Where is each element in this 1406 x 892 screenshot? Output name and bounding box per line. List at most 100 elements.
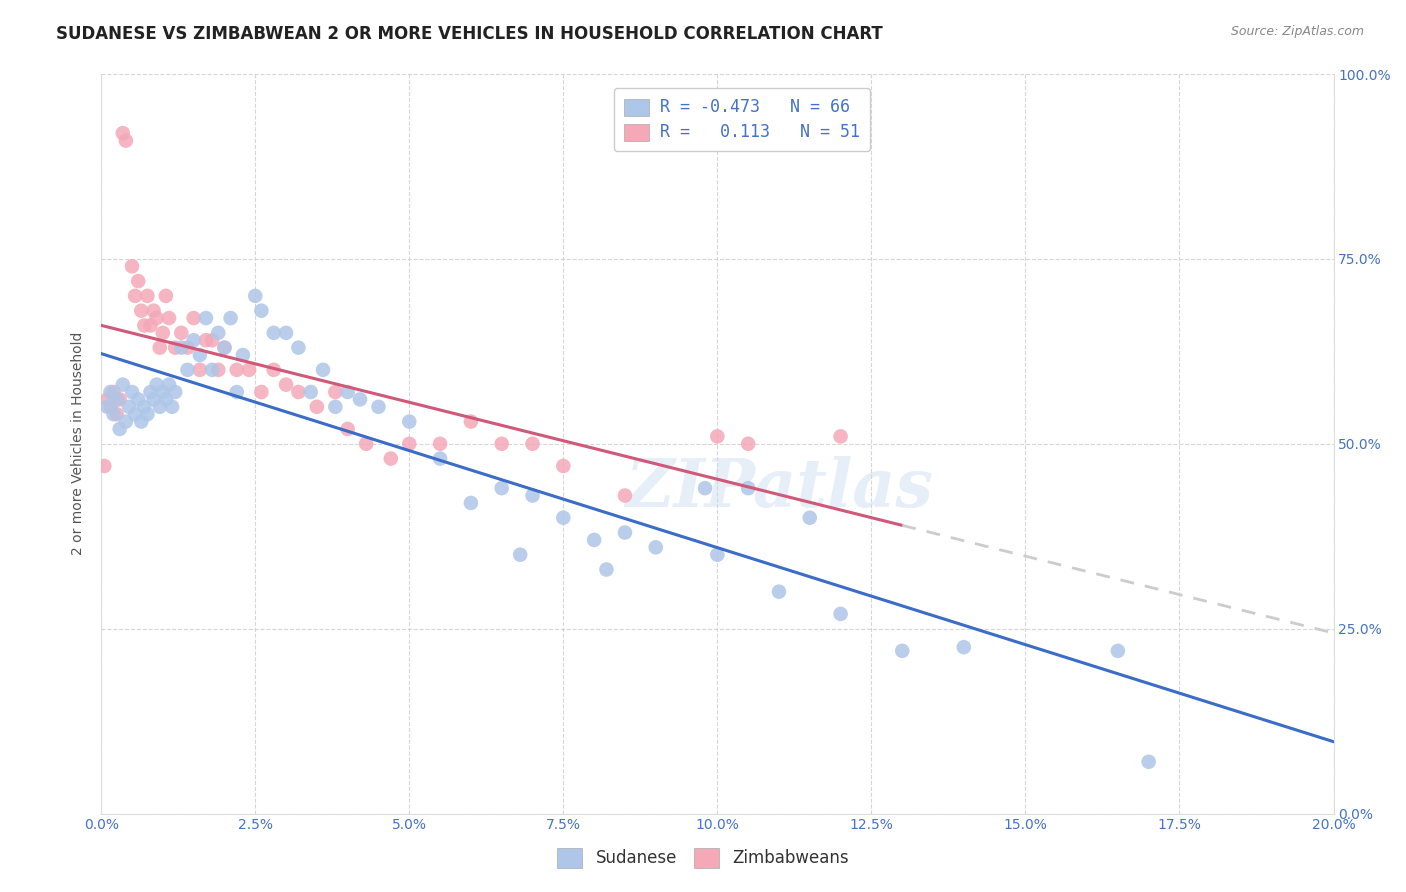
Point xyxy=(136,289,159,303)
Point xyxy=(214,341,236,355)
Point xyxy=(96,400,118,414)
Point xyxy=(165,384,187,399)
Point xyxy=(274,377,297,392)
Point xyxy=(613,489,636,503)
Point xyxy=(325,384,347,399)
Point xyxy=(953,640,976,655)
Point xyxy=(142,303,165,318)
Point xyxy=(336,384,359,399)
Point xyxy=(429,451,451,466)
Point xyxy=(129,415,152,429)
Point xyxy=(93,458,115,473)
Point xyxy=(274,326,297,340)
Point xyxy=(287,384,309,399)
Point xyxy=(124,407,146,421)
Point xyxy=(176,341,198,355)
Point xyxy=(155,289,177,303)
Point xyxy=(124,289,146,303)
Point xyxy=(1107,644,1129,658)
Point xyxy=(145,311,167,326)
Point xyxy=(127,274,149,288)
Point xyxy=(170,326,193,340)
Point xyxy=(263,363,285,377)
Point xyxy=(194,333,217,347)
Point xyxy=(305,400,328,414)
Point xyxy=(891,644,914,658)
Point xyxy=(160,400,183,414)
Point xyxy=(737,481,759,495)
Point xyxy=(737,437,759,451)
Y-axis label: 2 or more Vehicles in Household: 2 or more Vehicles in Household xyxy=(72,332,86,556)
Point xyxy=(134,400,156,414)
Point xyxy=(238,363,260,377)
Point xyxy=(287,341,309,355)
Point xyxy=(706,429,728,443)
Point xyxy=(354,437,377,451)
Point xyxy=(613,525,636,540)
Point xyxy=(263,326,285,340)
Legend: Sudanese, Zimbabweans: Sudanese, Zimbabweans xyxy=(551,841,855,875)
Point xyxy=(149,400,172,414)
Point xyxy=(349,392,371,407)
Point xyxy=(336,422,359,436)
Point xyxy=(1137,755,1160,769)
Point xyxy=(522,437,544,451)
Point xyxy=(250,303,273,318)
Point xyxy=(115,415,138,429)
Point xyxy=(96,392,118,407)
Legend: R = -0.473   N = 66, R =   0.113   N = 51: R = -0.473 N = 66, R = 0.113 N = 51 xyxy=(614,88,870,151)
Point xyxy=(491,481,513,495)
Point xyxy=(115,134,138,148)
Point xyxy=(165,341,187,355)
Point xyxy=(245,289,267,303)
Point xyxy=(149,341,172,355)
Text: Source: ZipAtlas.com: Source: ZipAtlas.com xyxy=(1230,25,1364,38)
Point xyxy=(157,377,180,392)
Point xyxy=(136,407,159,421)
Point xyxy=(398,415,420,429)
Point xyxy=(111,126,134,140)
Point xyxy=(105,407,128,421)
Point xyxy=(100,400,122,414)
Point xyxy=(522,489,544,503)
Point xyxy=(225,384,247,399)
Point xyxy=(183,311,205,326)
Point xyxy=(100,384,122,399)
Point xyxy=(105,392,128,407)
Point xyxy=(799,510,821,524)
Point xyxy=(644,541,666,555)
Text: SUDANESE VS ZIMBABWEAN 2 OR MORE VEHICLES IN HOUSEHOLD CORRELATION CHART: SUDANESE VS ZIMBABWEAN 2 OR MORE VEHICLE… xyxy=(56,25,883,43)
Point xyxy=(152,326,174,340)
Point xyxy=(325,400,347,414)
Point xyxy=(830,429,852,443)
Point xyxy=(170,341,193,355)
Point xyxy=(706,548,728,562)
Text: ZIPatlas: ZIPatlas xyxy=(626,456,934,521)
Point xyxy=(145,377,167,392)
Point xyxy=(139,384,162,399)
Point xyxy=(201,363,224,377)
Point xyxy=(103,407,125,421)
Point xyxy=(139,318,162,333)
Point xyxy=(768,584,790,599)
Point xyxy=(142,392,165,407)
Point xyxy=(250,384,273,399)
Point xyxy=(188,363,211,377)
Point xyxy=(183,333,205,347)
Point xyxy=(830,607,852,621)
Point xyxy=(134,318,156,333)
Point xyxy=(129,303,152,318)
Point xyxy=(157,311,180,326)
Point xyxy=(583,533,606,547)
Point xyxy=(176,363,198,377)
Point xyxy=(553,510,575,524)
Point xyxy=(155,392,177,407)
Point xyxy=(595,562,617,576)
Point xyxy=(121,384,143,399)
Point xyxy=(194,311,217,326)
Point xyxy=(152,384,174,399)
Point xyxy=(214,341,236,355)
Point xyxy=(509,548,531,562)
Point xyxy=(201,333,224,347)
Point xyxy=(367,400,389,414)
